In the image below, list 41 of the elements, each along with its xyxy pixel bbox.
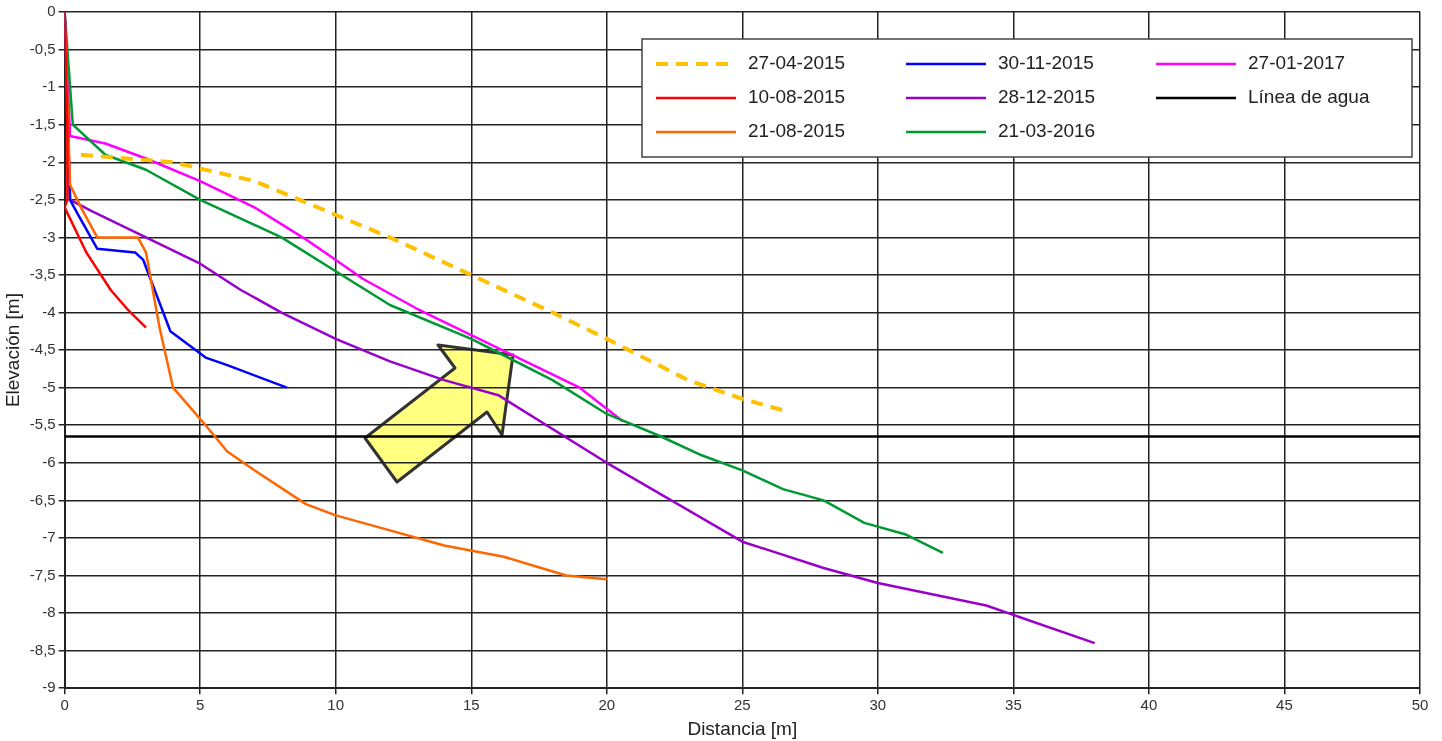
y-tick-label: -9 [42, 678, 56, 696]
y-tick-label: -1 [42, 77, 56, 95]
y-tick-label: -4 [42, 302, 56, 320]
y-tick-label: -0,5 [29, 39, 56, 57]
legend-label: 21-03-2016 [998, 120, 1096, 142]
x-tick-label: 25 [733, 696, 751, 714]
y-tick-label: -6,5 [29, 490, 56, 508]
line-series [78, 152, 785, 413]
y-axis-title: Elevación [m] [1, 293, 23, 408]
y-tick-label: -5,5 [29, 415, 56, 433]
x-tick-label: 50 [1411, 696, 1429, 714]
y-tick-label: -3,5 [29, 265, 56, 283]
x-tick-label: 0 [60, 696, 69, 714]
y-tick-label: -5 [42, 377, 56, 395]
x-tick-label: 30 [869, 696, 887, 714]
y-tick-label: -7 [42, 528, 56, 546]
y-tick-label: -8,5 [29, 640, 56, 658]
x-tick-label: 40 [1140, 696, 1158, 714]
legend-label: 28-12-2015 [998, 86, 1096, 108]
x-tick-label: 20 [598, 696, 616, 714]
y-tick-label: -1,5 [29, 114, 56, 132]
y-tick-label: -7,5 [29, 565, 56, 583]
y-tick-label: -6 [42, 452, 56, 470]
y-tick-label: 0 [47, 2, 56, 20]
x-tick-label: 10 [327, 696, 345, 714]
legend-label: 27-04-2015 [748, 52, 846, 74]
y-tick-label: -4,5 [29, 340, 56, 358]
x-tick-label: 35 [1005, 696, 1022, 714]
x-tick-label: 45 [1276, 696, 1293, 714]
legend-label: Línea de agua [1248, 86, 1370, 108]
x-axis-title: Distancia [m] [687, 717, 798, 739]
y-tick-label: -8 [42, 603, 56, 621]
y-tick-label: -2,5 [29, 189, 56, 207]
legend-label: 27-01-2017 [1248, 52, 1346, 74]
x-tick-label: 5 [196, 696, 205, 714]
x-tick-label: 15 [462, 696, 480, 714]
legend-label: 21-08-2015 [748, 120, 846, 142]
legend-label: 30-11-2015 [998, 52, 1094, 74]
y-tick-label: -3 [42, 227, 56, 245]
legend-label: 10-08-2015 [748, 86, 846, 108]
y-tick-label: -2 [42, 152, 56, 170]
